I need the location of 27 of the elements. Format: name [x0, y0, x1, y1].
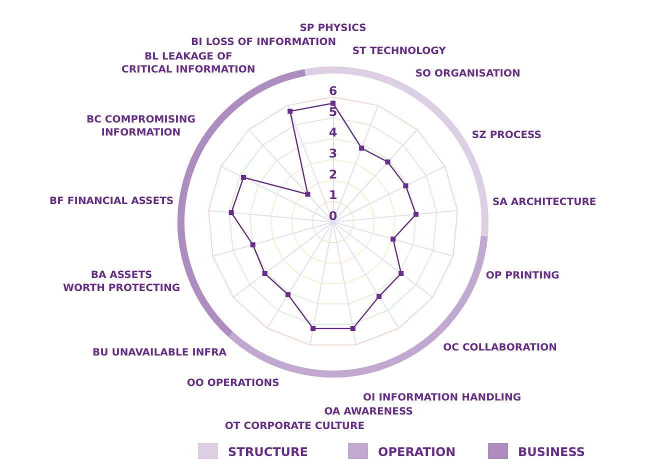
y-tick-label: 1 — [328, 188, 338, 202]
y-tick-label: 3 — [328, 146, 338, 160]
spoke-label: BU UNAVAILABLE INFRA — [92, 348, 227, 359]
y-tick-label: 5 — [328, 104, 338, 119]
spoke-label: ST TECHNOLOGY — [352, 46, 447, 57]
spoke-label: OA AWARENESS — [324, 406, 413, 418]
spoke-label: SP PHYSICS — [300, 23, 366, 34]
spoke-label: SA ARCHITECTURE — [492, 196, 596, 208]
spoke-label: SZ PROCESS — [472, 130, 542, 142]
spoke-label: OT CORPORATE CULTURE — [224, 421, 365, 432]
spoke-label: BC COMPROMISING INFORMATION — [86, 114, 196, 138]
spoke-label: OP PRINTING — [486, 270, 560, 282]
spoke-label: BA ASSETS WORTH PROTECTING — [62, 270, 180, 294]
spoke-label: BL LEAKAGE OF CRITICAL INFORMATION — [122, 51, 256, 76]
text: STRUCTURE — [228, 445, 308, 459]
spoke-label: OI INFORMATION HANDLING — [362, 392, 522, 404]
spoke-label: OO OPERATIONS — [186, 378, 280, 389]
spoke-label: BF FINANCIAL ASSETS — [49, 196, 174, 207]
y-tick-label: 0 — [328, 209, 338, 223]
y-tick-label: 4 — [328, 126, 338, 140]
spoke-label: SO ORGANISATION — [415, 68, 520, 80]
text: BUSINESS — [518, 445, 585, 459]
y-tick-label: 6 — [328, 84, 338, 98]
spoke-label: BI LOSS OF INFORMATION — [191, 37, 336, 48]
text: OPERATION — [378, 445, 456, 459]
spoke-label: OC COLLABORATION — [443, 342, 557, 354]
y-tick-label: 2 — [328, 167, 338, 182]
